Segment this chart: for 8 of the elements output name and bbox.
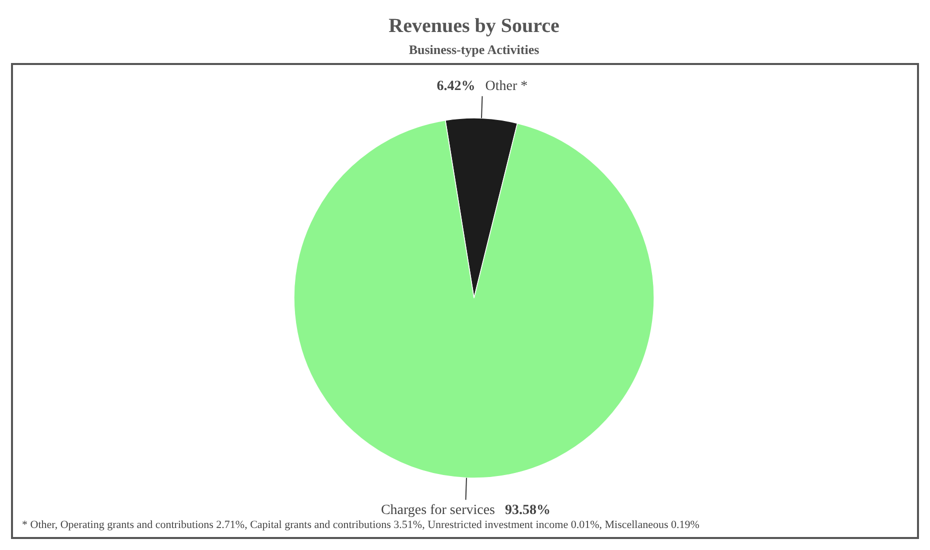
data-label: 93.58% <box>505 502 551 518</box>
text: * Other, Operating grants and contributions 2.71%, Capital grants and contributions 3.51%, Unrestricted investment income 0.01%, Miscellaneous 0.19% <box>22 519 700 531</box>
chart-subtitle: Business-type Activities <box>408 42 540 57</box>
data-label: 6.42% <box>436 79 476 94</box>
slice-label: Charges for services <box>380 502 496 518</box>
slice-label: Other * <box>485 79 528 94</box>
pie-slice <box>294 120 654 478</box>
chart-title: Revenues by Source <box>388 15 560 37</box>
